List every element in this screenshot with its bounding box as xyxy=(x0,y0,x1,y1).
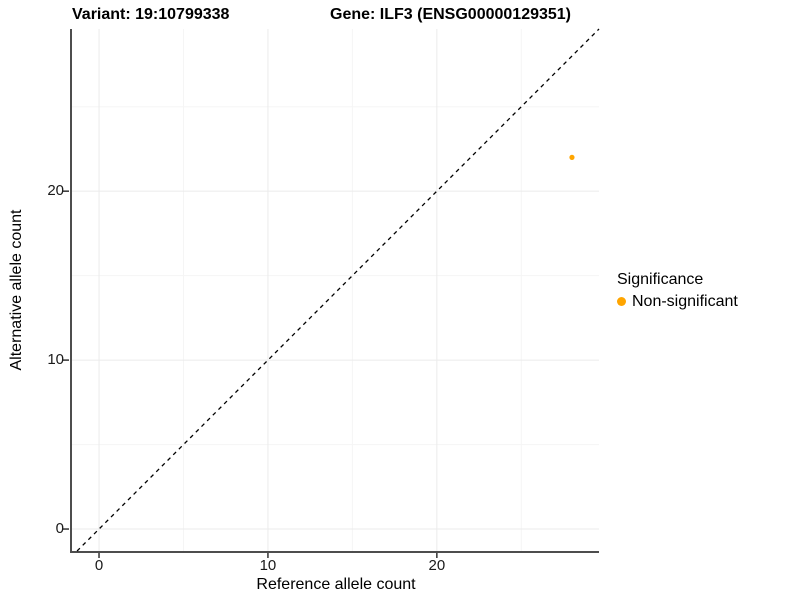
y-tick-label: 20 xyxy=(47,182,64,200)
legend-entry-label: Non-significant xyxy=(632,292,738,310)
legend-title: Significance xyxy=(617,271,704,288)
plot-title-gene: Gene: ILF3 (ENSG00000129351) xyxy=(330,6,572,23)
x-axis-title: Reference allele count xyxy=(256,576,416,593)
y-tick-label: 10 xyxy=(47,351,64,369)
plot-title-variant: Variant: 19:10799338 xyxy=(72,6,230,23)
data-point xyxy=(569,154,575,160)
legend-point-icon xyxy=(617,297,626,306)
x-tick-label: 0 xyxy=(94,557,104,574)
x-tick-label: 20 xyxy=(428,557,446,574)
plot-panel xyxy=(63,28,600,558)
identity-dashed-line xyxy=(76,28,600,552)
y-tick-label: 0 xyxy=(55,520,64,538)
legend-entry: Non-significant xyxy=(617,292,738,311)
x-tick-label: 10 xyxy=(259,557,277,574)
legend-entries: Non-significant xyxy=(617,292,738,311)
legend: Significance Non-significant xyxy=(617,270,738,311)
plot-canvas-svg xyxy=(63,28,600,558)
